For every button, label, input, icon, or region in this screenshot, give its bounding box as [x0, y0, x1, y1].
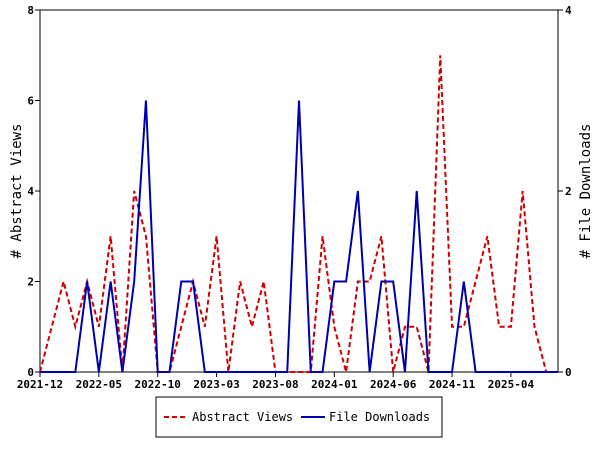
y-left-tick-label: 8 — [27, 4, 34, 17]
x-tick-label: 2022-05 — [76, 378, 122, 391]
series-line-file-downloads — [40, 100, 558, 373]
x-tick-label: 2023-03 — [193, 378, 239, 391]
x-tick-label: 2021-12 — [17, 378, 63, 391]
legend: Abstract Views File Downloads — [155, 396, 443, 438]
x-tick-label: 2024-06 — [370, 378, 417, 391]
series-line-abstract-views — [39, 55, 558, 373]
y-left-tick-label: 6 — [27, 95, 34, 108]
x-tick-label: 2024-01 — [311, 378, 358, 391]
y-right-axis-title: # File Downloads — [578, 124, 594, 259]
plot-frame — [39, 9, 559, 373]
x-tick-label: 2025-04 — [488, 378, 535, 391]
x-tick-label: 2023-08 — [252, 378, 298, 391]
plot-area: 0 2 4 6 8 0 2 4 2021-12 2022-05 2022-10 2023-03 2023… — [9, 4, 594, 391]
y-right-tick-label: 0 — [565, 366, 572, 379]
legend-label: Abstract Views — [192, 410, 293, 424]
x-tick-label: 2022-10 — [135, 378, 181, 391]
y-right-tick-label: 4 — [565, 4, 572, 17]
y-left-axis-title: # Abstract Views — [9, 124, 25, 259]
y-left-tick-label: 2 — [27, 276, 34, 289]
y-left-tick-label: 0 — [27, 366, 34, 379]
y-right-tick-label: 2 — [565, 185, 572, 198]
legend-label: File Downloads — [329, 410, 430, 424]
legend-box — [155, 396, 443, 438]
y-left-tick-label: 4 — [27, 185, 34, 198]
x-tick-label: 2024-11 — [429, 378, 476, 391]
